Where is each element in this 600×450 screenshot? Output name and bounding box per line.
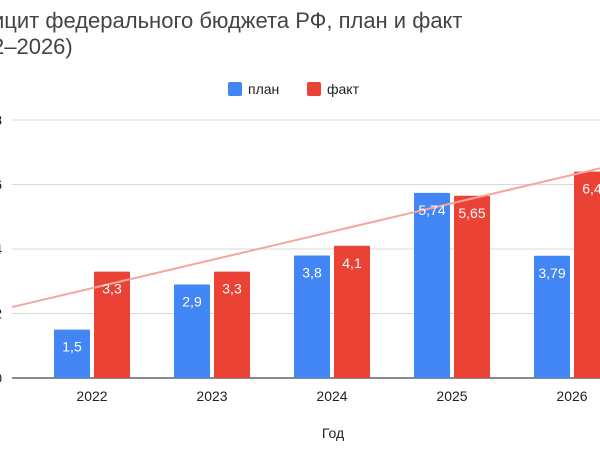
- y-tick-label-4: 4: [0, 241, 2, 257]
- y-tick-labels: 0 2 4 6 8: [0, 112, 2, 386]
- value-label-plan-2025: 5,74: [418, 202, 445, 218]
- bar-fact-2023: [214, 271, 250, 378]
- x-axis-title: Год: [322, 425, 344, 441]
- x-tick-label-2026: 2026: [556, 388, 587, 404]
- y-tick-label-6: 6: [0, 177, 2, 193]
- value-label-plan-2022: 1,5: [62, 339, 82, 355]
- x-tick-labels: 2022 2023 2024 2025 2026: [76, 388, 587, 404]
- bar-plan-2025: [414, 192, 450, 378]
- bar-fact-2026: [574, 171, 600, 378]
- bar-fact-2025: [454, 195, 490, 378]
- legend-swatch-plan: [228, 82, 242, 96]
- legend: план факт: [228, 81, 360, 97]
- x-tick-label-2022: 2022: [76, 388, 107, 404]
- y-tick-label-8: 8: [0, 112, 2, 128]
- legend-swatch-fact: [307, 82, 321, 96]
- chart-title: ицит федерального бюджета РФ, план и фак…: [0, 8, 592, 60]
- bar-fact-2024: [334, 245, 370, 378]
- y-tick-label-2: 2: [0, 306, 2, 322]
- trendline-fact: [11, 167, 600, 309]
- bar-plan-2026: [534, 255, 570, 378]
- value-label-fact-2026: 6,4: [582, 181, 600, 197]
- trendline: [11, 167, 600, 309]
- chart-title-line-1: ицит федерального бюджета РФ, план и фак…: [0, 8, 463, 33]
- value-label-plan-2026: 3,79: [538, 265, 565, 281]
- value-label-plan-2024: 3,8: [302, 264, 322, 280]
- chart-title-line-2: 2–2026): [0, 34, 73, 59]
- x-tick-label-2024: 2024: [316, 388, 347, 404]
- legend-label-fact: факт: [327, 81, 360, 97]
- bar-plan-2024: [294, 255, 330, 378]
- x-tick-label-2023: 2023: [196, 388, 227, 404]
- value-label-fact-2023: 3,3: [222, 281, 242, 297]
- bar-plan-2022: [54, 329, 90, 378]
- legend-label-plan: план: [248, 81, 279, 97]
- bar-fact-2022: [94, 271, 130, 378]
- x-tick-label-2025: 2025: [436, 388, 467, 404]
- value-labels: 1,5 3,3 2,9 3,3 3,8 4,1 5,74 5,65 3,79 6,4: [62, 181, 600, 355]
- bar-plan-2023: [174, 284, 210, 378]
- value-label-plan-2023: 2,9: [182, 293, 202, 309]
- value-label-fact-2022: 3,3: [102, 281, 122, 297]
- bars: [54, 171, 600, 378]
- value-label-fact-2024: 4,1: [342, 255, 362, 271]
- value-label-fact-2025: 5,65: [458, 205, 485, 221]
- y-tick-label-0: 0: [0, 370, 2, 386]
